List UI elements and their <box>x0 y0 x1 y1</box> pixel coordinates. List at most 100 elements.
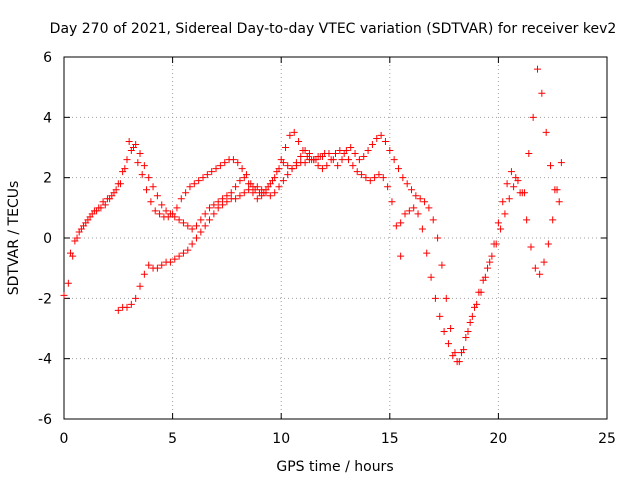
data-point <box>258 192 266 200</box>
data-point <box>375 171 383 179</box>
data-point <box>484 264 492 272</box>
x-axis-label: GPS time / hours <box>276 459 393 475</box>
data-point <box>97 204 105 212</box>
data-point <box>166 258 174 266</box>
data-point <box>186 183 194 191</box>
data-point <box>447 325 455 332</box>
data-point <box>195 177 203 185</box>
data-point <box>453 358 461 366</box>
data-point <box>223 198 231 206</box>
data-point <box>464 328 472 336</box>
data-point <box>416 195 424 203</box>
data-point <box>219 201 227 209</box>
data-point <box>240 174 248 182</box>
data-point <box>336 147 344 155</box>
data-point <box>203 171 211 179</box>
data-point <box>475 288 483 296</box>
data-point <box>227 189 235 197</box>
data-point <box>349 162 357 170</box>
data-point <box>540 258 548 266</box>
data-point <box>397 252 405 260</box>
data-point <box>364 147 372 155</box>
data-point <box>549 216 557 224</box>
data-point <box>143 186 151 194</box>
series-track-3 <box>114 153 326 314</box>
data-point <box>368 140 376 148</box>
data-point <box>245 180 253 188</box>
data-point <box>427 273 435 281</box>
data-point <box>60 291 68 299</box>
data-point <box>377 131 385 139</box>
data-point <box>136 150 144 158</box>
data-point <box>436 312 444 320</box>
data-point <box>197 228 205 236</box>
series-track-1 <box>60 65 563 366</box>
data-point <box>492 240 500 248</box>
y-tick-label: 4 <box>43 110 52 126</box>
data-point <box>249 189 257 197</box>
data-point <box>119 168 127 176</box>
data-point <box>173 204 181 212</box>
y-tick-label: -4 <box>38 352 52 368</box>
data-point <box>353 168 361 176</box>
data-point <box>151 207 159 215</box>
data-point <box>266 192 274 200</box>
data-point <box>355 156 363 164</box>
data-point <box>201 222 209 230</box>
data-point <box>397 219 405 227</box>
data-point <box>171 213 179 221</box>
data-point <box>166 210 174 218</box>
data-point <box>184 222 192 230</box>
data-point <box>542 128 550 136</box>
data-point <box>266 180 274 188</box>
data-point <box>245 186 253 194</box>
data-point <box>510 183 518 191</box>
plot-frame <box>63 56 608 420</box>
data-point <box>208 168 216 176</box>
gridlines <box>64 57 607 419</box>
data-point <box>156 210 164 218</box>
data-point <box>271 174 279 182</box>
data-point <box>518 189 526 197</box>
data-point <box>414 210 422 218</box>
data-point <box>431 294 439 302</box>
data-point <box>145 174 153 182</box>
data-point <box>405 207 413 215</box>
data-point <box>147 198 155 206</box>
data-point <box>158 201 166 209</box>
data-point <box>179 249 187 257</box>
data-point <box>190 180 198 188</box>
data-point <box>347 144 355 151</box>
x-tick-label: 20 <box>489 431 507 447</box>
y-tick-label: 0 <box>43 231 52 247</box>
data-point <box>401 210 409 218</box>
data-point <box>214 204 222 212</box>
data-point <box>229 156 237 164</box>
data-point <box>525 150 533 158</box>
data-point <box>106 195 114 203</box>
data-point <box>468 312 476 320</box>
data-point <box>536 270 544 278</box>
data-points <box>60 65 565 366</box>
data-point <box>345 156 353 164</box>
x-tick-label: 5 <box>168 431 177 447</box>
data-point <box>192 234 200 242</box>
data-point <box>457 349 465 357</box>
data-point <box>153 264 161 272</box>
data-point <box>305 150 313 158</box>
data-point <box>275 165 283 173</box>
data-point <box>162 207 170 215</box>
data-point <box>318 153 326 161</box>
data-point <box>384 183 392 191</box>
data-point <box>471 303 479 311</box>
data-point <box>253 195 261 203</box>
data-point <box>64 279 72 287</box>
data-point <box>440 328 448 336</box>
data-point <box>523 216 531 224</box>
data-point <box>392 222 400 230</box>
data-point <box>497 225 505 233</box>
data-point <box>258 186 266 194</box>
data-point <box>429 216 437 224</box>
y-axis-label: SDTVAR / TECUs <box>6 181 22 296</box>
data-point <box>325 150 333 158</box>
